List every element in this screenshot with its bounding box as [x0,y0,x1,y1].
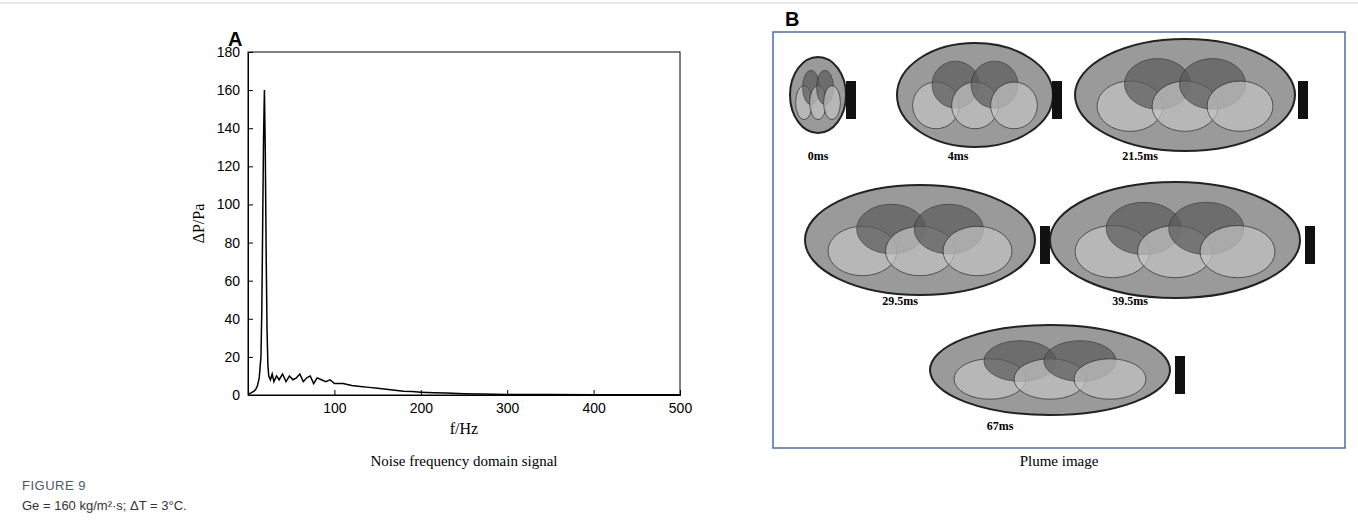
y-tick-label: 140 [217,120,241,136]
plume-texture [1207,81,1273,131]
y-axis: 0 20 40 60 80 100 120 140 160 180 [217,44,253,403]
x-tick: 200 [410,390,434,416]
x-tick-label: 300 [496,400,520,416]
y-tick-label: 60 [224,273,240,289]
x-tick: 500 [669,390,693,416]
top-rule [0,3,1358,4]
frame-time: 4ms [948,149,969,163]
nozzle [846,81,856,119]
plume-body [790,57,846,133]
nozzle [1052,81,1062,119]
y-tick: 20 [224,349,253,365]
y-tick-mark [248,52,253,53]
x-tick: 100 [323,390,347,416]
x-tick: 400 [582,390,606,416]
plume-image: 4ms [897,43,1062,163]
x-tick-label: 500 [669,400,693,416]
y-tick: 140 [217,120,253,136]
y-tick-label: 180 [217,44,241,60]
y-axis-line [249,53,254,396]
nozzle [1175,356,1185,394]
plume-image: 0ms [790,57,856,163]
y-tick-label: 100 [217,196,241,212]
y-tick-mark [248,128,253,129]
plume-image: 39.5ms [1050,182,1315,308]
x-tick-mark [334,390,335,395]
y-tick: 80 [224,235,253,251]
plume-body [1050,182,1300,298]
y-tick-mark [248,395,253,396]
frame-time: 21.5ms [1122,149,1158,163]
plume-image: 21.5ms [1075,39,1308,163]
panel-subtitle: Plume image [1020,453,1099,469]
y-tick: 180 [217,44,253,60]
panel-subtitle: Noise frequency domain signal [370,453,557,469]
frame-time: 0ms [808,149,829,163]
y-tick-mark [248,281,253,282]
plume-image: 67ms [930,325,1185,433]
y-tick: 0 [232,387,253,403]
nozzle [1305,226,1315,264]
y-tick-mark [248,166,253,167]
figure-caption: Ge = 160 kg/m²·s; ΔT = 3°C. [22,498,187,513]
x-tick-label: 100 [323,400,347,416]
frame-time: 39.5ms [1112,294,1148,308]
plume-images: 0ms 4ms 21.5ms 29.5ms 39.5ms 67ms [790,39,1315,433]
panel-letter: B [785,8,799,30]
plume-texture [943,226,1012,276]
x-tick-label: 200 [410,400,434,416]
plot-frame [248,52,680,395]
y-tick-mark [248,357,253,358]
x-tick-label: 400 [582,400,606,416]
y-tick-label: 20 [224,349,240,365]
y-tick-label: 160 [217,82,241,98]
plume-texture [1074,359,1146,400]
y-tick: 100 [217,196,253,212]
plume-texture [824,86,841,120]
y-tick-label: 0 [232,387,240,403]
nozzle [1298,81,1308,119]
y-axis-title: ΔP/Pa [190,204,207,244]
image-frame [773,32,1345,448]
y-tick-label: 120 [217,158,241,174]
frame-time: 29.5ms [882,294,918,308]
plume-body [805,185,1035,295]
plume-image: 29.5ms [805,185,1050,308]
y-tick: 120 [217,158,253,174]
y-tick-mark [248,319,253,320]
figure-label: FIGURE 9 [22,478,86,493]
y-tick-mark [248,90,253,91]
nozzle [1040,226,1050,264]
plume-texture [991,82,1038,129]
y-tick-mark [248,204,253,205]
y-tick: 160 [217,82,253,98]
frame-time: 67ms [987,419,1014,433]
y-tick-label: 80 [224,235,240,251]
figure: A100200300400500020406080100120140160180… [0,0,1358,524]
y-tick-label: 40 [224,311,240,327]
plume-body [930,325,1170,415]
y-tick: 40 [224,311,253,327]
plot-area [249,90,680,395]
plume-texture [1200,226,1275,278]
y-tick: 60 [224,273,253,289]
y-tick-mark [248,243,253,244]
x-tick-mark [680,390,681,395]
x-axis-title: f/Hz [450,420,478,437]
plume-body [897,43,1053,147]
plume-body [1075,39,1295,151]
spectrum-line [249,90,680,395]
